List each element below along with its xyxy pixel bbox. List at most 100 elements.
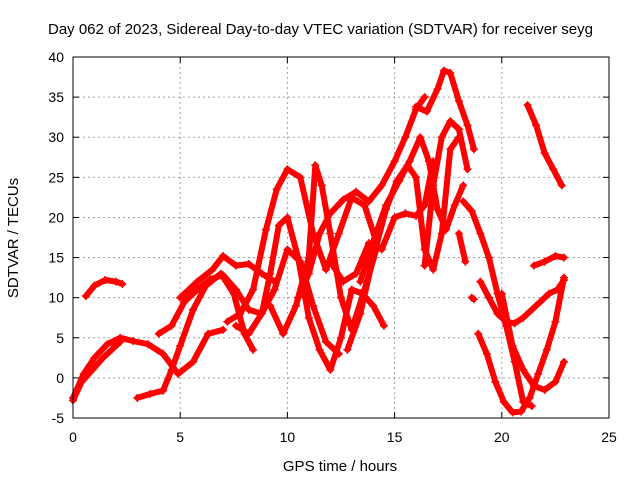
trace-16-line [460, 198, 535, 409]
trace-14-marker [422, 107, 431, 116]
trace-19-marker [551, 377, 560, 386]
trace-1-marker [159, 349, 168, 358]
trace-20-marker [540, 257, 549, 266]
x-tick-label: 5 [176, 429, 184, 445]
trace-14-marker [412, 102, 421, 111]
trace-14-marker [433, 85, 442, 94]
y-tick-label: -5 [52, 410, 65, 426]
trace-19-marker [540, 385, 549, 394]
trace-22-marker [461, 257, 470, 266]
trace-9-marker [337, 293, 345, 302]
trace-5-marker [231, 285, 240, 294]
trace-5-marker [309, 301, 318, 310]
trace-17-marker [527, 305, 536, 314]
y-tick-labels: -5 0 5 10 15 20 25 30 35 40 [48, 49, 64, 426]
trace-18-marker [499, 397, 508, 406]
trace-22-marker [454, 229, 463, 238]
trace-7-marker [236, 309, 245, 318]
trace-13-marker [433, 205, 442, 214]
trace-10-marker [304, 269, 313, 278]
trace-19-marker [529, 381, 538, 390]
trace-8-marker [304, 313, 313, 322]
trace-8-marker [337, 333, 345, 342]
trace-11-marker [390, 213, 399, 222]
trace-7-marker [360, 201, 369, 210]
x-tick-label: 15 [387, 429, 403, 445]
trace-3-marker [99, 353, 108, 362]
trace-9-marker [311, 161, 320, 170]
trace-13-marker [459, 181, 468, 190]
trace-10-line [295, 94, 428, 301]
trace-14-marker [469, 145, 478, 154]
trace-9-marker [326, 229, 335, 238]
trace-15-marker [420, 261, 429, 270]
trace-7-marker [249, 285, 258, 294]
data-series [69, 66, 568, 417]
trace-10-marker [401, 133, 410, 142]
chart-title: Day 062 of 2023, Sidereal Day-to-day VTE… [48, 21, 593, 38]
trace-19-marker [559, 357, 568, 366]
trace-12-marker [356, 309, 365, 318]
trace-18-marker [542, 345, 551, 354]
x-tick-labels: 0 5 10 15 20 25 [69, 429, 617, 445]
trace-21-marker [549, 165, 558, 174]
trace-17-marker [510, 319, 519, 328]
trace-10-marker [352, 187, 361, 196]
trace-8-marker [369, 301, 378, 310]
trace-4-marker [167, 365, 176, 374]
trace-18-marker [525, 393, 534, 402]
trace-8-marker [231, 321, 240, 330]
trace-10-marker [390, 157, 399, 166]
trace-2-marker [90, 281, 99, 290]
trace-11-marker [339, 277, 348, 286]
trace-20-marker [529, 261, 538, 270]
trace-11-marker [326, 257, 335, 266]
trace-13-marker [416, 133, 425, 142]
trace-15-marker [429, 181, 438, 190]
trace-8-marker [283, 213, 292, 222]
trace-13-marker [450, 201, 459, 210]
trace-15-marker [446, 117, 455, 126]
trace-5-marker [154, 329, 163, 338]
trace-9-marker [279, 329, 288, 338]
trace-3-marker [77, 377, 86, 386]
trace-21-line [524, 102, 565, 189]
trace-8-marker [326, 365, 335, 374]
trace-7-marker [296, 173, 305, 182]
trace-6-marker [270, 277, 279, 286]
trace-22-line [455, 230, 469, 265]
trace-1-marker [174, 369, 183, 378]
trace-21-marker [557, 181, 566, 190]
trace-1-marker [129, 336, 138, 345]
x-tick-label: 25 [601, 429, 617, 445]
trace-17-marker [484, 293, 493, 302]
trace-8-marker [294, 253, 303, 262]
trace-13-marker [405, 157, 414, 166]
trace-2-line [82, 277, 126, 300]
trace-14-marker [454, 97, 463, 106]
trace-1-marker [144, 340, 153, 349]
trace-14-marker [463, 121, 472, 130]
trace-10-marker [377, 181, 386, 190]
trace-7-marker [261, 225, 270, 234]
trace-7-marker [334, 229, 343, 238]
trace-8-marker [347, 285, 356, 294]
trace-8-marker [274, 221, 283, 230]
trace-1-marker [90, 353, 99, 362]
trace-2-marker [118, 280, 127, 289]
trace-4-marker [189, 305, 198, 314]
trace-8-marker [379, 321, 388, 330]
trace-17-marker [544, 289, 553, 298]
trace-15-marker [454, 125, 463, 134]
trace-9-marker [291, 301, 300, 310]
trace-18-marker [508, 408, 517, 417]
trace-12-marker [429, 265, 438, 274]
trace-4-marker [176, 341, 185, 350]
trace-17-marker [519, 313, 528, 322]
trace-14-line [413, 67, 477, 153]
trace-11-marker [352, 269, 361, 278]
trace-21-marker [532, 121, 541, 130]
trace-18-marker [474, 329, 483, 338]
trace-17-marker [476, 277, 485, 286]
